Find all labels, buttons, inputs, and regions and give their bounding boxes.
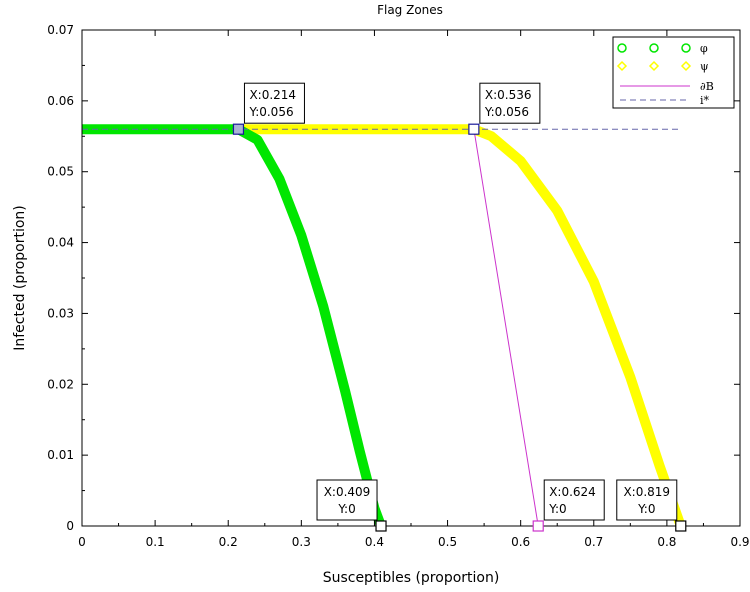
y-tick-label: 0.07 xyxy=(47,23,74,37)
x-tick-label: 0.1 xyxy=(146,535,165,549)
legend-phi-marker xyxy=(617,43,627,53)
legend-box xyxy=(612,36,735,109)
datatip-x-text: X:0.819 xyxy=(623,485,670,499)
datatip-box xyxy=(479,82,541,124)
datatip-box xyxy=(543,479,605,521)
y-tick-label: 0.05 xyxy=(47,165,74,179)
legend-label: φ xyxy=(700,42,708,55)
datatip-y-text: Y:0 xyxy=(337,502,355,516)
chart-title: Flag Zones xyxy=(377,3,443,17)
legend: φψ ∂Bi* xyxy=(612,36,735,109)
datatip-y-text: Y:0 xyxy=(637,502,655,516)
datatip-y-text: Y:0 xyxy=(548,502,566,516)
datatip-marker[interactable] xyxy=(675,520,687,532)
datatip-marker[interactable] xyxy=(532,520,544,532)
legend-psi-marker xyxy=(616,60,628,72)
y-tick-label: 0.01 xyxy=(47,448,74,462)
y-axis-title: Infected (proportion) xyxy=(12,205,28,351)
datatip-marker[interactable] xyxy=(232,123,245,135)
x-tick-label: 0.5 xyxy=(438,535,457,549)
datatip-box xyxy=(243,82,305,124)
y-tick-label: 0.03 xyxy=(47,306,74,320)
datatip-x-text: X:0.214 xyxy=(249,88,296,102)
datatip[interactable]: X:0.624 Y:0 xyxy=(532,479,605,532)
datatip-box xyxy=(316,479,378,521)
datatip-x-text: X:0.409 xyxy=(324,485,371,499)
x-tick-label: 0.7 xyxy=(584,535,603,549)
series-psi-line xyxy=(238,124,686,528)
series-phi-line xyxy=(82,124,386,528)
datatip-box xyxy=(616,479,678,521)
x-tick-label: 0.4 xyxy=(365,535,384,549)
y-tick-label: 0.04 xyxy=(47,236,74,250)
datatip[interactable]: X:0.819 Y:0 xyxy=(616,479,687,532)
datatip-y-text: Y:0.056 xyxy=(248,105,293,119)
x-tick-label: 0.6 xyxy=(511,535,530,549)
x-axis: 0 0.1 0.2 0.3 0.4 0.5 0.6 0.7 0.8 0.9 xyxy=(78,30,750,549)
legend-label: ψ xyxy=(700,60,709,73)
datatip-y-text: Y:0.056 xyxy=(484,105,529,119)
x-tick-label: 0.3 xyxy=(292,535,311,549)
datatip-marker[interactable] xyxy=(375,520,387,532)
datatips: X:0.214Y:0.056X:0.536Y:0.056X:0.409Y:0X:… xyxy=(232,82,687,532)
legend-label: ∂B xyxy=(700,80,714,93)
legend-label: i* xyxy=(700,94,710,107)
datatip-marker[interactable] xyxy=(468,123,480,135)
x-tick-label: 0 xyxy=(78,535,86,549)
y-axis: 0 0.01 0.02 0.03 0.04 0.05 0.06 0.07 xyxy=(47,23,740,533)
datatip[interactable]: X:0.536 Y:0.056 xyxy=(468,82,541,135)
y-tick-label: 0.02 xyxy=(47,377,74,391)
series-boundary-line xyxy=(473,129,539,527)
legend-phi-marker xyxy=(681,43,691,53)
datatip-x-text: X:0.536 xyxy=(485,88,532,102)
x-tick-label: 0.8 xyxy=(657,535,676,549)
legend-psi-marker xyxy=(648,60,660,72)
x-tick-label: 0.9 xyxy=(730,535,749,549)
x-axis-title: Susceptibles (proportion) xyxy=(323,570,500,586)
datatip[interactable]: X:0.409 Y:0 xyxy=(316,479,387,532)
x-tick-label: 0.2 xyxy=(219,535,238,549)
datatip-x-text: X:0.624 xyxy=(549,485,596,499)
legend-phi-marker xyxy=(649,43,659,53)
datatip[interactable]: X:0.214 Y:0.056 xyxy=(232,82,305,135)
plot-area xyxy=(82,124,686,528)
legend-psi-marker xyxy=(680,60,692,72)
y-tick-label: 0 xyxy=(66,519,74,533)
y-tick-label: 0.06 xyxy=(47,94,74,108)
